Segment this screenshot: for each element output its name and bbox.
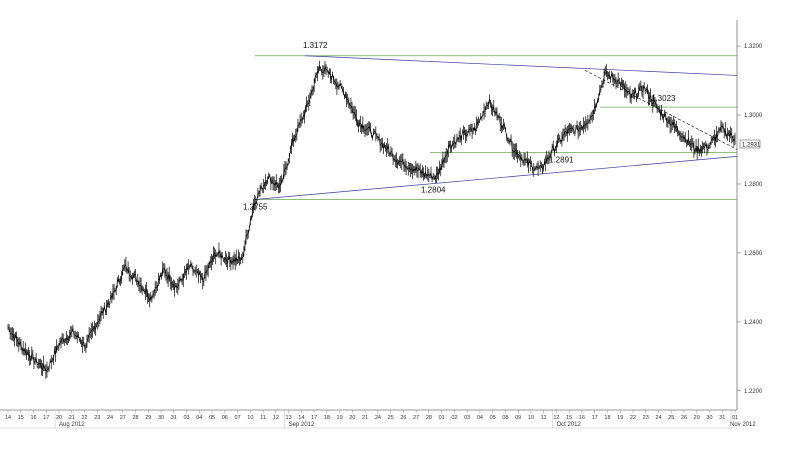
y-tick-label: 1.3200: [744, 44, 763, 50]
price-annotation: 1.2755: [243, 202, 268, 211]
x-tick-label: 05: [209, 415, 215, 421]
x-tick-label: 12: [553, 415, 559, 421]
trendline: [584, 69, 738, 150]
x-tick-label: 21: [69, 415, 75, 421]
x-tick-label: 03: [183, 415, 189, 421]
x-tick-label: 24: [107, 415, 113, 421]
month-label: Sep 2012: [289, 422, 315, 428]
x-tick-label: 27: [120, 415, 126, 421]
x-tick-label: 23: [94, 415, 100, 421]
x-tick-label: 25: [388, 415, 394, 421]
y-tick-label: 1.2400: [744, 320, 763, 326]
x-tick-label: 24: [655, 415, 661, 421]
x-tick-label: 12: [273, 415, 279, 421]
x-tick-label: 09: [515, 415, 521, 421]
x-tick-label: 31: [719, 415, 725, 421]
x-tick-label: 16: [579, 415, 585, 421]
x-tick-label: 17: [592, 415, 598, 421]
trendlines: [254, 55, 738, 200]
x-tick-label: 03: [464, 415, 470, 421]
last-price-label: 1.2931: [742, 143, 761, 149]
trendline: [304, 55, 738, 76]
last-price-marker: 1.2931: [739, 139, 761, 149]
x-tick-label: 04: [196, 415, 202, 421]
x-tick-label: 22: [81, 415, 87, 421]
x-tick-label: 14: [298, 415, 304, 421]
x-tick-label: 25: [668, 415, 674, 421]
x-axis: 14 15 16 17 20 21 22 23 24 27 28 29 30 31 03 04 05 06 07 10…: [5, 410, 756, 428]
x-tick-label: 04: [477, 415, 483, 421]
x-tick-label: 10: [528, 415, 534, 421]
x-tick-label: 10: [247, 415, 253, 421]
x-tick-label: 31: [171, 415, 177, 421]
x-tick-label: 30: [706, 415, 712, 421]
price-annotation: 1.3172: [303, 41, 328, 50]
trendline: [254, 156, 738, 200]
y-tick-label: 1.2200: [744, 389, 763, 395]
x-tick-label: 28: [132, 415, 138, 421]
x-tick-label: 29: [145, 415, 151, 421]
x-tick-label: 23: [643, 415, 649, 421]
month-label: Aug 2012: [59, 422, 85, 428]
x-tick-label: 13: [286, 415, 292, 421]
x-tick-label: 20: [56, 415, 62, 421]
x-tick-label: 11: [541, 415, 547, 421]
price-series: [7, 60, 736, 379]
price-annotation: 1.2891: [549, 156, 574, 165]
x-tick-label: 30: [158, 415, 164, 421]
x-tick-label: 19: [617, 415, 623, 421]
month-label: Oct 2012: [556, 422, 581, 428]
price-annotation: 1.3023: [651, 94, 676, 103]
x-tick-label: 21: [362, 415, 368, 421]
y-tick-label: 1.2600: [744, 251, 763, 257]
x-tick-label: 19: [337, 415, 343, 421]
x-tick-label: 28: [426, 415, 432, 421]
x-tick-label: 18: [324, 415, 330, 421]
x-tick-label: 18: [604, 415, 610, 421]
x-tick-label: 01: [439, 415, 445, 421]
x-tick-label: 16: [30, 415, 36, 421]
x-tick-label: 29: [694, 415, 700, 421]
x-tick-label: 08: [502, 415, 508, 421]
x-tick-label: 17: [311, 415, 317, 421]
x-tick-label: 07: [235, 415, 241, 421]
price-line: [7, 64, 736, 373]
x-tick-label: 26: [681, 415, 687, 421]
plot-frame: [0, 20, 738, 429]
x-tick-label: 11: [260, 415, 266, 421]
x-tick-label: 17: [43, 415, 49, 421]
x-tick-label: 27: [413, 415, 419, 421]
y-axis: 1.3200 1.3000 1.2800 1.2600 1.2400 1.2200: [737, 44, 763, 395]
price-annotations: 1.3172 1.2755 1.2804 1.2891 1.3023: [243, 41, 676, 212]
month-label: Nov 2012: [730, 422, 756, 428]
x-tick-label: 15: [566, 415, 572, 421]
support-resistance-lines: [255, 55, 737, 200]
x-tick-label: 20: [349, 415, 355, 421]
x-tick-label: 24: [375, 415, 381, 421]
x-tick-label: 05: [490, 415, 496, 421]
price-annotation: 1.2804: [421, 186, 446, 195]
x-tick-label: 15: [18, 415, 24, 421]
x-tick-label: 06: [222, 415, 228, 421]
x-tick-label: 26: [400, 415, 406, 421]
x-tick-label: 01: [732, 415, 738, 421]
x-tick-label: 14: [5, 415, 11, 421]
x-tick-label: 22: [630, 415, 636, 421]
y-tick-label: 1.2800: [744, 182, 763, 188]
y-tick-label: 1.3000: [744, 113, 763, 119]
x-tick-label: 02: [451, 415, 457, 421]
